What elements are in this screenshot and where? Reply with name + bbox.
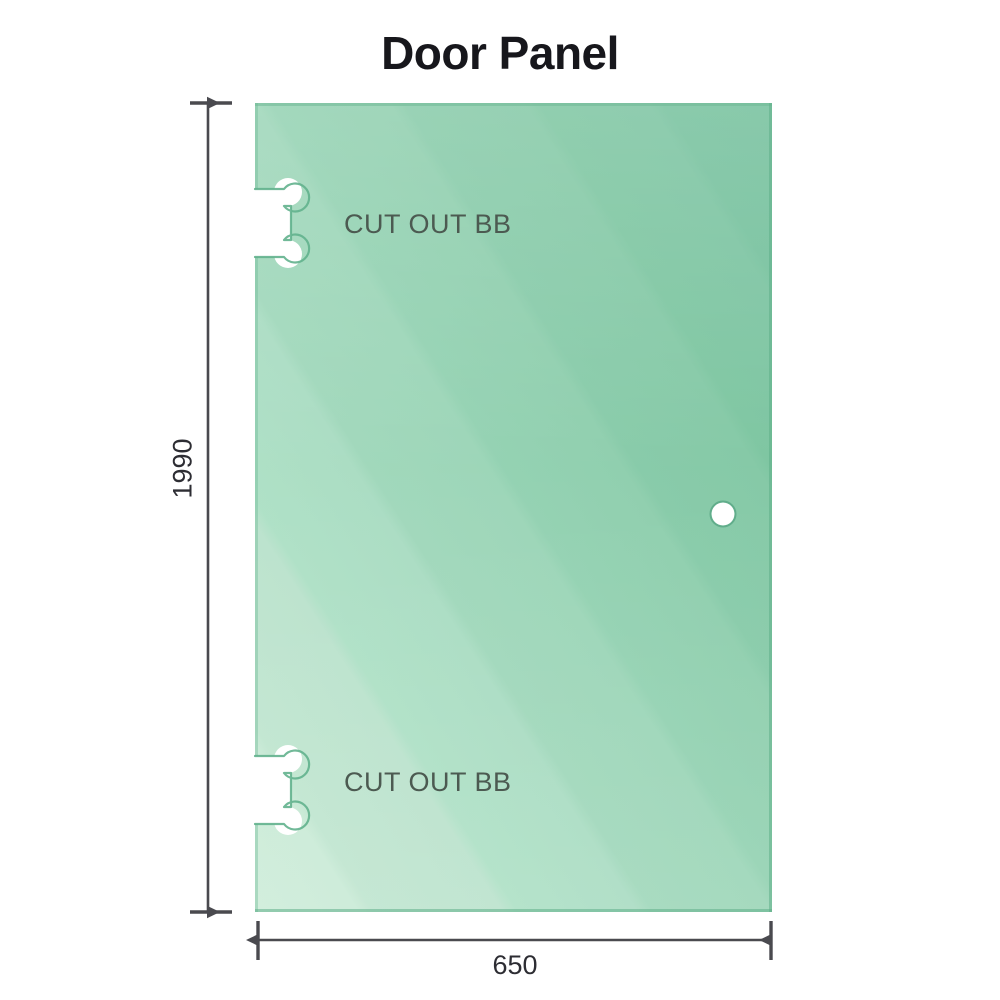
dimension-width — [246, 921, 773, 960]
dimension-height-label: 1990 — [167, 438, 198, 499]
glass-door-panel — [255, 103, 772, 912]
cutout-label-top: CUT OUT BB — [344, 209, 512, 239]
handle-hole — [709, 500, 737, 528]
dimension-width-label: 650 — [492, 950, 538, 980]
page-title: Door Panel — [381, 27, 619, 79]
cutout-top — [253, 182, 311, 264]
dimension-height — [190, 96, 232, 919]
cutout-bottom — [253, 749, 311, 831]
cutout-label-bottom: CUT OUT BB — [344, 767, 512, 797]
